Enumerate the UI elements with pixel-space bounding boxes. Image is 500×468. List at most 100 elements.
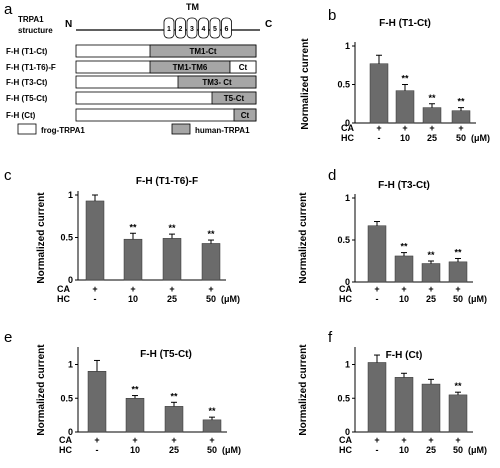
ca-condition: +	[374, 284, 379, 294]
ca-condition: +	[458, 123, 463, 133]
ca-condition: +	[428, 284, 433, 294]
chart-title: F-H (Ct)	[386, 350, 423, 361]
bar	[448, 394, 468, 433]
panel-e-letter: e	[4, 329, 12, 346]
structure-label-line2: structure	[18, 26, 53, 35]
significance-mark: **	[208, 406, 216, 416]
y-axis-label: Normalized current	[36, 344, 47, 436]
concentration-unit: (μM)	[221, 294, 240, 304]
hc-condition: 10	[130, 445, 140, 455]
hc-row-label: HC	[341, 133, 354, 143]
concentration-unit: (μM)	[468, 294, 487, 304]
ca-condition: +	[429, 123, 434, 133]
y-tick-label: 0	[68, 275, 73, 285]
c-terminus-label: C	[265, 19, 272, 30]
y-tick-label: 0	[345, 118, 350, 128]
bar	[395, 90, 415, 124]
ca-condition: +	[402, 123, 407, 133]
concentration-unit: (μM)	[471, 133, 490, 143]
chart-title: F-H (T1-Ct)	[379, 18, 431, 29]
ca-row-label: CA	[57, 284, 70, 294]
tm-segment-label: 3	[190, 26, 194, 33]
y-tick-label: 0.5	[337, 80, 350, 90]
legend-human-label: human-TRPA1	[195, 126, 250, 135]
significance-mark: **	[131, 385, 139, 395]
tm-segment	[186, 17, 198, 39]
bar	[125, 398, 145, 433]
bar	[202, 419, 222, 433]
hc-row-label: HC	[59, 445, 72, 455]
hc-condition: -	[96, 445, 99, 455]
construct-label: F-H (T3-Ct)	[6, 78, 48, 87]
y-tick-label: 0	[345, 427, 350, 437]
construct-human-region	[233, 108, 257, 122]
y-tick-label: 1	[345, 193, 350, 203]
charts: b F-H (T1-Ct)Normalized current 00.51+-**+…	[4, 7, 490, 455]
hc-row-label: HC	[57, 294, 70, 304]
hc-condition: 50	[456, 133, 466, 143]
y-tick-label: 1	[68, 360, 73, 370]
bar	[422, 107, 442, 124]
tm-segment	[163, 17, 175, 39]
tm-segment-label: 5	[213, 26, 217, 33]
ca-condition: +	[130, 284, 135, 294]
ca-condition: +	[374, 435, 379, 445]
y-tick-label: 1	[345, 360, 350, 370]
hc-condition: 10	[399, 294, 409, 304]
construct-label: F-H (T1-Ct)	[6, 47, 48, 56]
construct-human-region	[211, 91, 257, 105]
construct-region-label: TM1-TM6	[173, 63, 208, 72]
ca-condition: +	[92, 284, 97, 294]
ca-row-label: CA	[59, 435, 72, 445]
construct-label: F-H (T1-T6)-F	[6, 63, 56, 72]
concentration-unit: (μM)	[468, 445, 487, 455]
hc-condition: -	[376, 294, 379, 304]
hc-condition: 10	[128, 294, 138, 304]
bar	[367, 362, 387, 433]
hc-row-label: HC	[339, 294, 352, 304]
hc-condition: 50	[453, 445, 463, 455]
hc-condition: 25	[169, 445, 179, 455]
y-tick-label: 1	[345, 41, 350, 51]
significance-mark: **	[428, 93, 436, 103]
tm-segment	[221, 17, 232, 39]
bar	[87, 371, 107, 433]
significance-mark: **	[427, 250, 435, 260]
construct-region-label: TM1-Ct	[189, 47, 216, 56]
significance-mark: **	[454, 381, 462, 391]
y-tick-label: 0	[345, 277, 350, 287]
y-tick-label: 0.5	[60, 393, 73, 403]
panel-f-letter: f	[328, 329, 333, 346]
y-tick-label: 1	[68, 190, 73, 200]
ca-condition: +	[455, 284, 460, 294]
hc-condition: 10	[399, 445, 409, 455]
y-axis-label: Normalized current	[298, 344, 309, 436]
hc-condition: 25	[426, 294, 436, 304]
construct-frog-region	[229, 60, 257, 74]
construct-human-region	[149, 44, 257, 58]
bar	[201, 243, 221, 281]
bar	[162, 238, 182, 281]
hc-row-label: HC	[339, 445, 352, 455]
panel-c-letter: c	[4, 167, 12, 184]
construct-rows: F-H (T1-Ct) TM1-Ct F-H (T1-T6)-F TM1-TM6 Ct F…	[6, 44, 257, 122]
bar	[123, 238, 143, 281]
y-tick-label: 0.5	[337, 235, 350, 245]
panel-d: dF-H (T3-Ct)Normalized current 00.51+-**+…	[298, 167, 487, 304]
significance-mark: **	[400, 242, 408, 252]
hc-condition: 25	[426, 445, 436, 455]
significance-mark: **	[457, 97, 465, 107]
bar	[421, 263, 441, 283]
hc-condition: 25	[167, 294, 177, 304]
ca-condition: +	[171, 435, 176, 445]
bar	[451, 110, 471, 124]
panel-b-letter: b	[328, 7, 336, 24]
significance-mark: **	[170, 391, 178, 401]
tm-segment	[198, 17, 209, 39]
ca-condition: +	[428, 435, 433, 445]
construct-region-label: TM3- Ct	[202, 78, 232, 87]
